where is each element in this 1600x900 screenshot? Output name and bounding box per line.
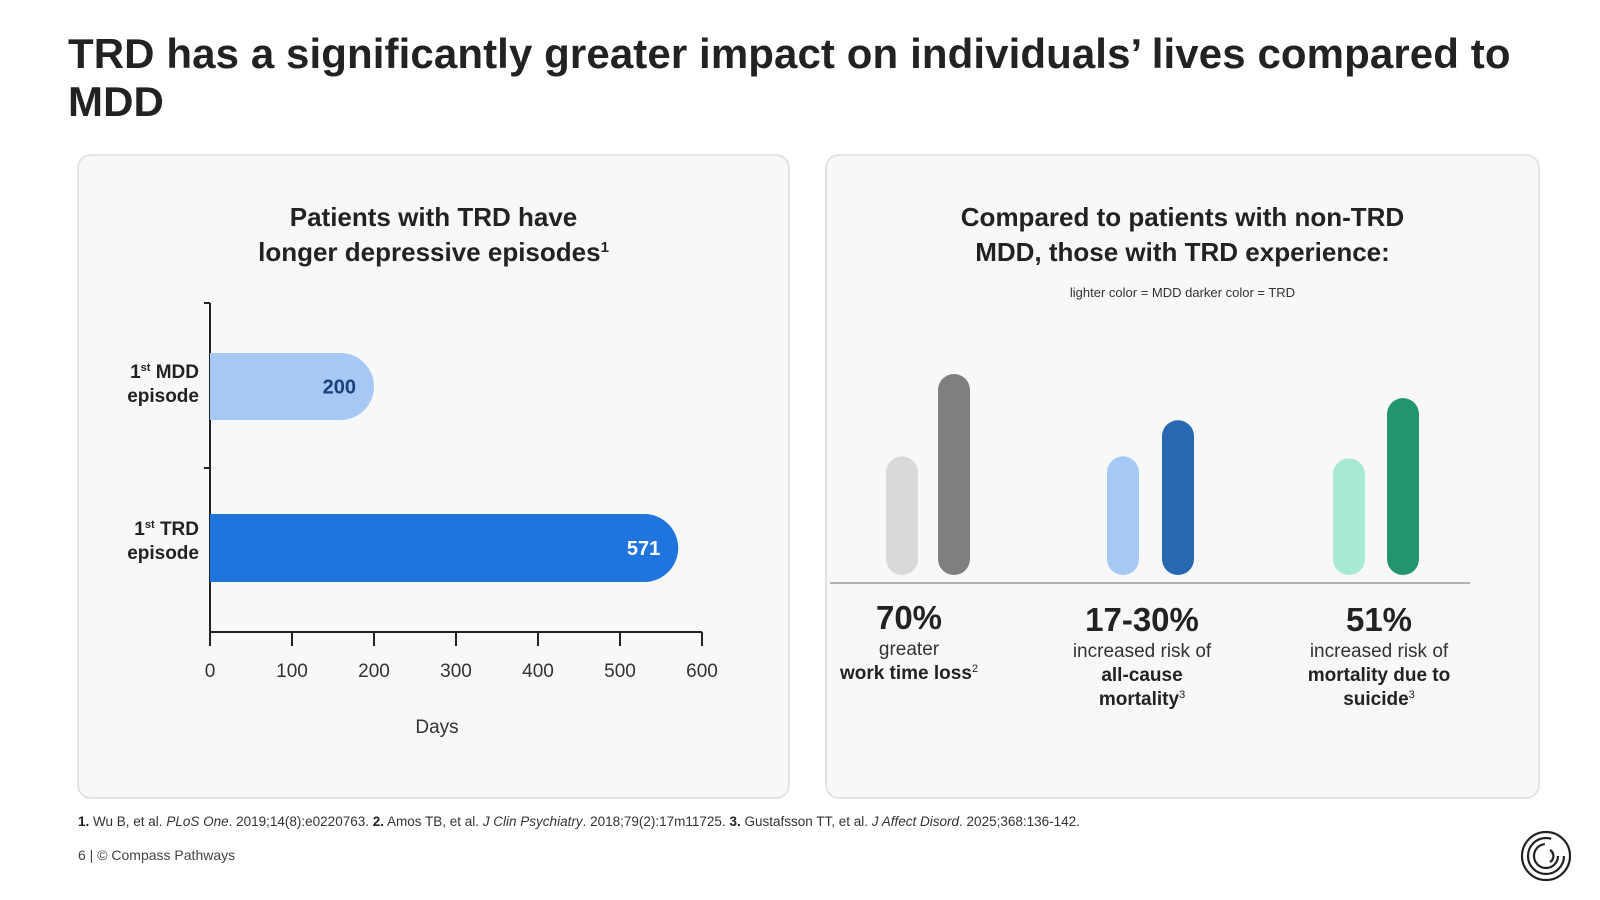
- bar-label-trd-text: TRD: [159, 519, 199, 540]
- stat-all-cause-mortality-strong-1: all-cause: [1101, 665, 1183, 686]
- x-tick-label-100: 100: [276, 661, 308, 682]
- ref-1-authors: Wu B, et al.: [89, 814, 167, 829]
- outcomes-chart-title: Compared to patients with non-TRD MDD, t…: [827, 200, 1538, 270]
- outcomes-chart-title-line1: Compared to patients with non-TRD: [960, 202, 1405, 232]
- stat-all-cause-mortality-strong-2: mortality: [1098, 689, 1180, 710]
- pill-trd-3: [1387, 398, 1419, 575]
- slide-title: TRD has a significantly greater impact o…: [68, 30, 1511, 125]
- stat-all-cause-mortality: 17-30% increased risk of all-cause morta…: [1032, 600, 1252, 712]
- ref-2-authors: Amos TB, et al.: [384, 814, 483, 829]
- bar-1st-mdd-episode: [210, 353, 374, 420]
- x-tick-label-200: 200: [358, 661, 390, 682]
- outcomes-chart-title-line2: MDD, those with TRD experience:: [975, 237, 1390, 267]
- episode-chart-title: Patients with TRD have longer depressive…: [79, 200, 788, 270]
- stat-work-time-loss: 70% greater work time loss2: [799, 598, 1019, 686]
- x-tick-label-300: 300: [440, 661, 472, 682]
- x-tick-label-400: 400: [522, 661, 554, 682]
- ref-3-number: 3.: [729, 814, 741, 829]
- footnote-ref-3a: 3: [1179, 689, 1186, 701]
- footnote-ref-1: 1: [600, 239, 609, 256]
- stat-suicide-mortality-desc: increased risk of: [1309, 641, 1449, 662]
- bar-label-trd-line2: episode: [127, 543, 199, 564]
- episode-bar-chart: 0 100 200 300 400 500 600 Days 200 571: [204, 302, 718, 738]
- episode-chart-title-line1: Patients with TRD have: [289, 202, 578, 232]
- ref-2-number: 2.: [372, 814, 384, 829]
- x-tick-label-600: 600: [686, 661, 718, 682]
- episode-chart-title-line2: longer depressive episodes: [258, 237, 601, 267]
- stat-work-time-loss-value: 70%: [875, 599, 943, 636]
- pill-trd-1: [938, 374, 970, 575]
- pill-mdd-2: [1107, 456, 1139, 575]
- stat-suicide-mortality-strong-2: suicide: [1343, 689, 1409, 710]
- data-label-trd: 571: [627, 538, 660, 560]
- ref-3-authors: Gustafsson TT, et al.: [740, 814, 872, 829]
- bar-label-mdd-line2: episode: [127, 386, 199, 407]
- ref-1-number: 1.: [78, 814, 90, 829]
- ref-1-citation: . 2019;14(8):e0220763.: [228, 814, 373, 829]
- episode-duration-panel: Patients with TRD have longer depressive…: [77, 154, 790, 799]
- ref-2-citation: . 2018;79(2):17m11725.: [582, 814, 730, 829]
- pill-trd-2: [1162, 420, 1194, 575]
- bar-label-trd-suffix: st: [144, 519, 155, 531]
- color-legend-note: lighter color = MDD darker color = TRD: [1069, 285, 1296, 300]
- stat-suicide-mortality-value: 51%: [1345, 601, 1413, 638]
- stat-all-cause-mortality-desc: increased risk of: [1072, 641, 1212, 662]
- stat-suicide-mortality: 51% increased risk of mortality due to s…: [1269, 600, 1489, 712]
- footer-page-info: 6 | © Compass Pathways: [78, 847, 236, 863]
- stat-work-time-loss-strong: work time loss: [839, 663, 972, 684]
- bar-label-trd: 1st TRD episode: [79, 518, 199, 566]
- pill-mdd-1: [886, 456, 918, 575]
- x-axis-title: Days: [415, 717, 458, 738]
- outcomes-panel: Compared to patients with non-TRD MDD, t…: [825, 154, 1540, 799]
- bar-label-mdd-text: MDD: [155, 362, 199, 383]
- ref-1-journal: PLoS One: [166, 814, 229, 829]
- bar-label-trd-number: 1: [134, 519, 145, 540]
- x-tick-label-500: 500: [604, 661, 636, 682]
- compass-pathways-logo-icon: [1520, 830, 1572, 882]
- stat-work-time-loss-desc: greater: [878, 639, 940, 660]
- footnote-ref-3b: 3: [1408, 689, 1415, 701]
- data-label-mdd: 200: [323, 377, 356, 399]
- bar-label-mdd: 1st MDD episode: [79, 361, 199, 409]
- bar-label-mdd-suffix: st: [140, 362, 151, 374]
- ref-3-journal: J Affect Disord: [871, 814, 960, 829]
- bar-label-mdd-number: 1: [130, 362, 141, 383]
- references: 1. Wu B, et al. PLoS One. 2019;14(8):e02…: [78, 814, 1478, 829]
- outcomes-pill-chart: [830, 374, 1470, 584]
- stat-all-cause-mortality-value: 17-30%: [1085, 601, 1199, 638]
- pill-mdd-3: [1333, 458, 1365, 575]
- x-tick-label-0: 0: [205, 661, 216, 682]
- ref-2-journal: J Clin Psychiatry: [482, 814, 583, 829]
- stat-suicide-mortality-strong-1: mortality due to: [1307, 665, 1451, 686]
- footnote-ref-2: 2: [971, 663, 979, 675]
- ref-3-citation: . 2025;368:136-142.: [959, 814, 1080, 829]
- bar-1st-trd-episode: [210, 514, 679, 582]
